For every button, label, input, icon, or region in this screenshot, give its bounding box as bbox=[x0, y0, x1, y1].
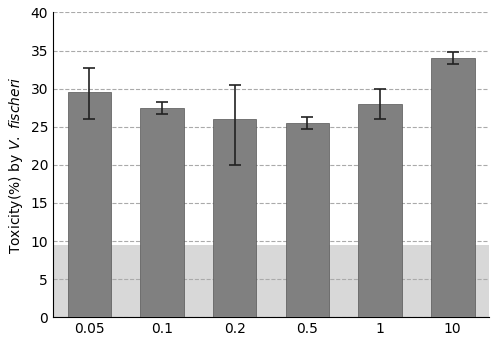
Bar bbox=[140, 108, 184, 317]
Bar bbox=[53, 245, 489, 317]
Bar bbox=[431, 58, 475, 317]
Bar bbox=[213, 119, 256, 317]
Bar bbox=[286, 123, 329, 317]
Bar bbox=[358, 104, 402, 317]
Bar bbox=[67, 93, 111, 317]
Y-axis label: Toxicity(%) by $\it{V.\ fischeri}$: Toxicity(%) by $\it{V.\ fischeri}$ bbox=[7, 76, 25, 253]
